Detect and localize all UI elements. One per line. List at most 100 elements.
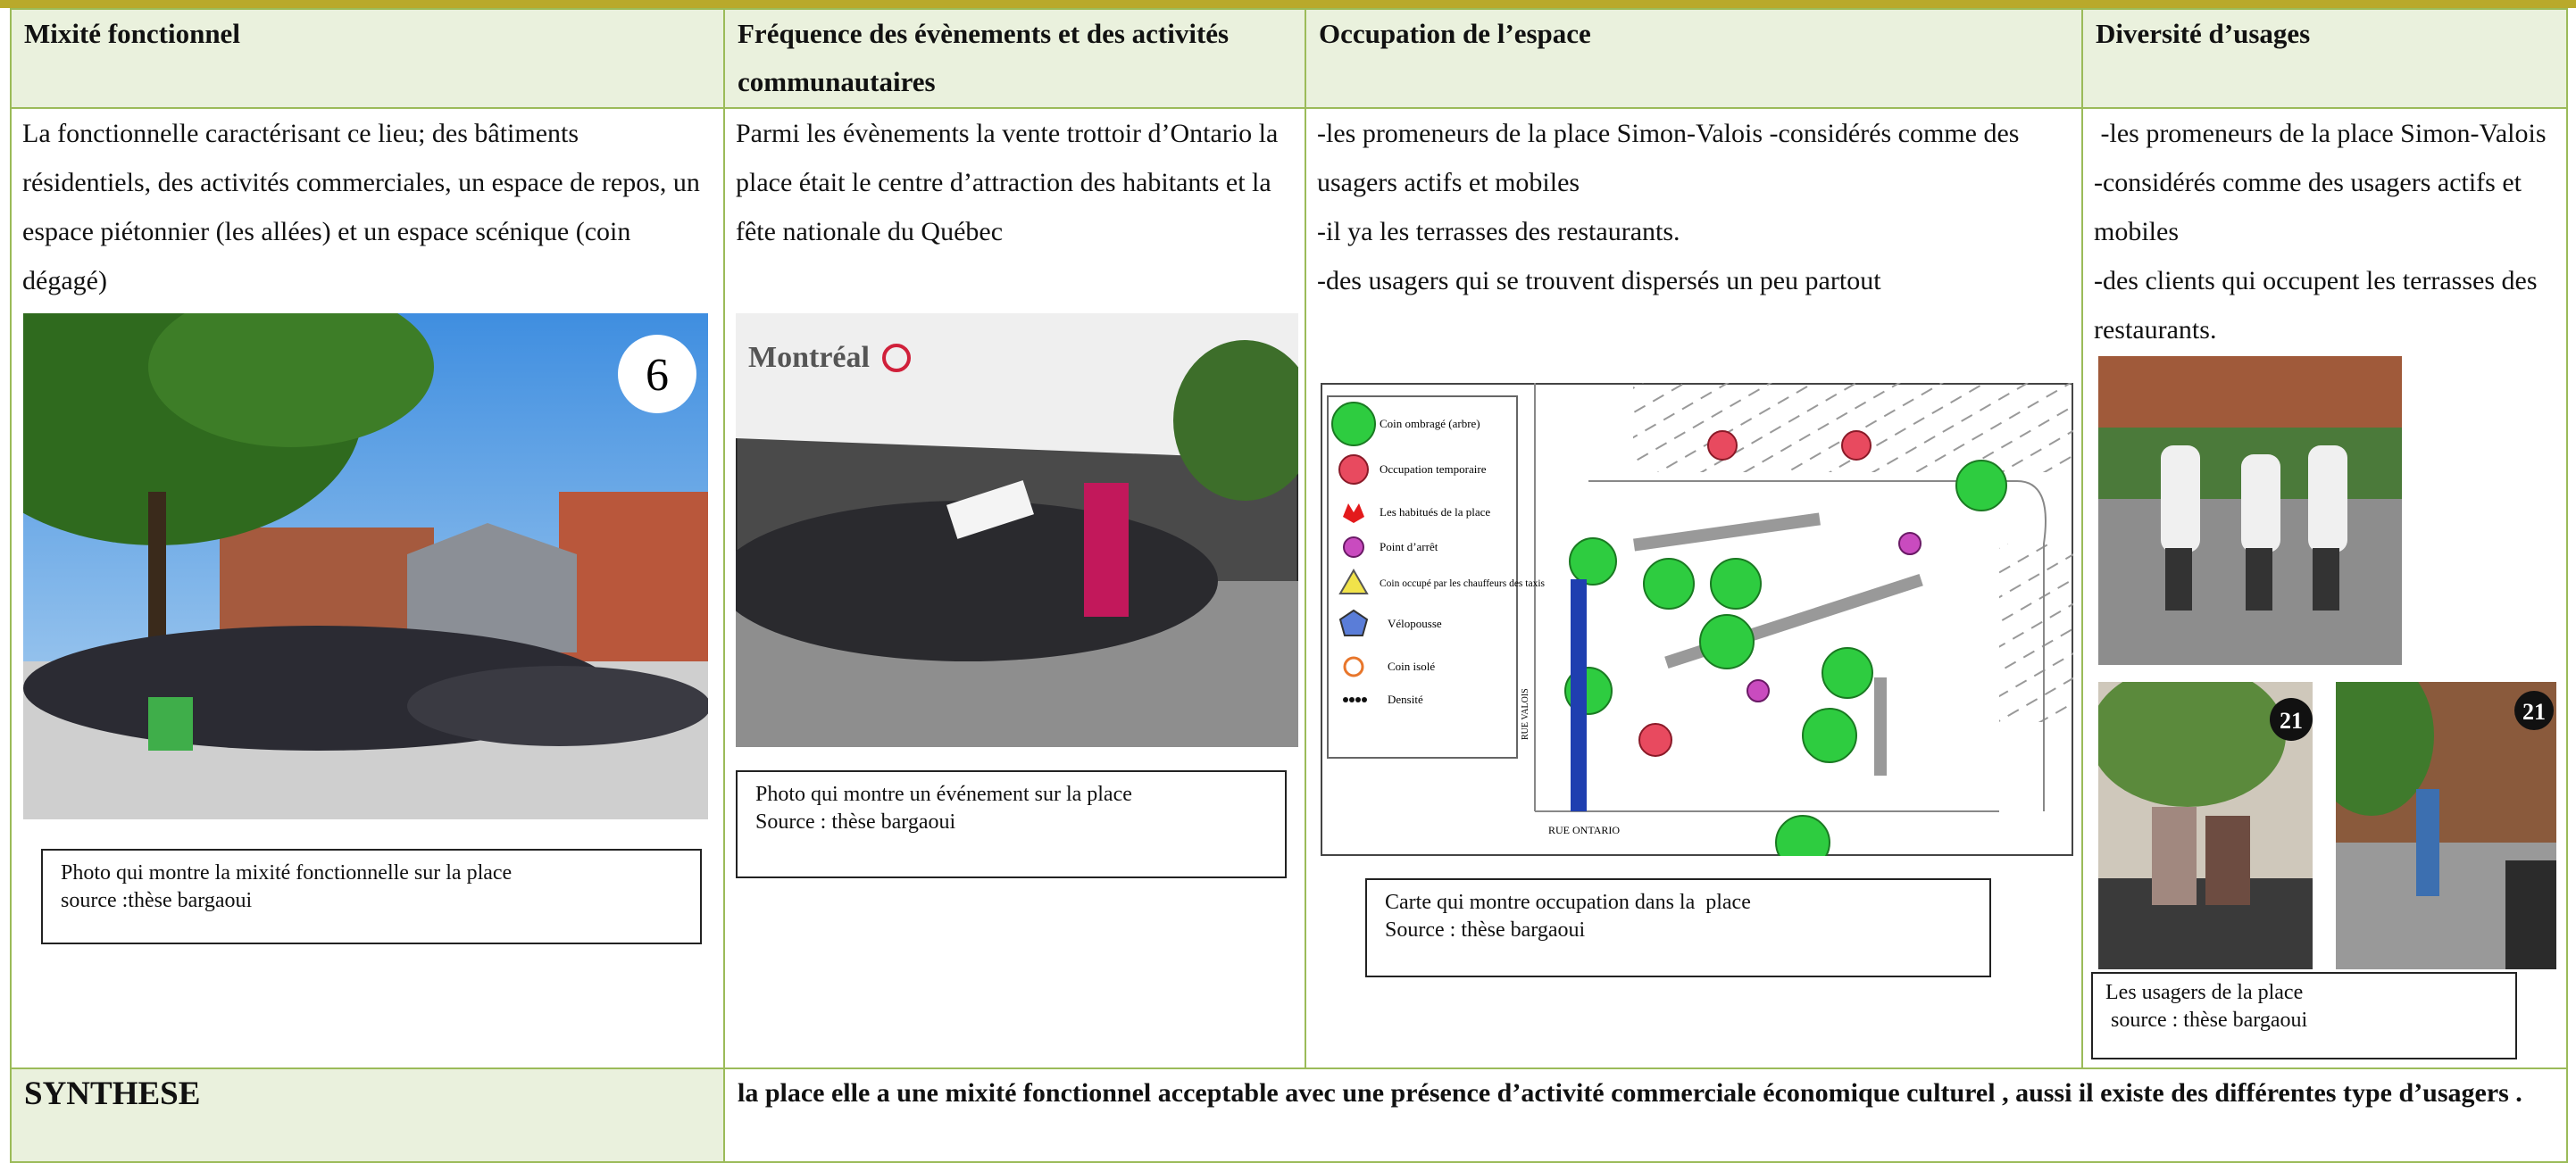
decoration — [1343, 503, 1364, 523]
decoration — [559, 492, 708, 661]
decoration — [1343, 656, 1364, 677]
decoration — [2505, 860, 2556, 969]
body-cell: Parmi les évènements la vente trottoir d… — [723, 107, 1306, 1069]
decoration — [618, 335, 696, 413]
photo-label: 6 — [646, 350, 669, 401]
cell-text: -les promeneurs de la place Simon-Valois… — [1317, 119, 2026, 197]
legend-text: Vélopousse — [1388, 617, 1442, 630]
decoration — [1338, 454, 1369, 485]
decoration — [1874, 677, 1887, 776]
decoration — [1343, 697, 1348, 702]
header-text: Fréquence des évènements et des activité… — [738, 18, 1230, 97]
top-bar — [0, 0, 2576, 8]
decoration — [2165, 548, 2339, 611]
map: Coin ombragé (arbre) Occupation temporai… — [1321, 383, 2073, 856]
decoration — [2098, 682, 2286, 807]
decoration — [2514, 691, 2554, 730]
caption-line: source : thèse bargaoui — [2105, 1009, 2308, 1032]
photo-label: 21 — [2522, 699, 2546, 725]
decoration — [148, 697, 193, 751]
decoration — [1775, 815, 1830, 856]
header-cell: Fréquence des évènements et des activité… — [723, 8, 1306, 109]
decoration — [148, 313, 434, 447]
decoration — [2161, 445, 2200, 552]
decoration — [2205, 816, 2250, 905]
decoration — [2098, 356, 2402, 428]
legend-text: Coin occupé par les chauffeurs des taxis — [1380, 578, 1546, 589]
decoration — [946, 480, 1034, 539]
decoration — [2313, 548, 2339, 611]
decoration — [1331, 402, 2007, 856]
decoration — [1084, 483, 1129, 617]
decoration — [2270, 698, 2313, 741]
decoration — [2416, 789, 2439, 896]
photo: 6 — [23, 313, 708, 819]
decoration — [1343, 536, 1364, 558]
caption: Photo qui montre la mixité fonctionnelle… — [41, 849, 702, 944]
caption-line: Photo qui montre la mixité fonctionnelle… — [61, 861, 513, 885]
photo: 21 — [2098, 682, 2313, 969]
cell-text: -il ya les terrasses des restaurants. — [1317, 217, 1680, 246]
decoration — [1633, 512, 1821, 552]
decoration — [2336, 682, 2434, 816]
caption-line: source :thèse bargaoui — [61, 889, 253, 912]
decoration — [1331, 402, 1376, 446]
decoration — [882, 344, 911, 372]
decoration — [1699, 614, 1755, 669]
header-text: Mixité fonctionnel — [24, 18, 240, 49]
decoration — [2241, 454, 2280, 552]
decoration — [1643, 558, 1695, 610]
caption: Les usagers de la place source : thèse b… — [2091, 972, 2517, 1059]
photo-label: 21 — [2280, 708, 2303, 734]
legend-text: Occupation temporaire — [1380, 462, 1487, 476]
header-cell: Occupation de l’espace — [1305, 8, 2083, 109]
decoration — [1338, 609, 1369, 636]
decoration — [1999, 544, 2073, 722]
header-text: Occupation de l’espace — [1319, 18, 1591, 49]
cell-text: Parmi les évènements la vente trottoir d… — [736, 119, 1285, 246]
decoration — [1571, 579, 1587, 811]
photo — [2098, 356, 2402, 665]
decoration — [1338, 568, 1369, 594]
cell-text: -des usagers qui se trouvent dispersés u… — [1317, 266, 1881, 295]
decoration — [148, 492, 166, 670]
caption-line: Source : thèse bargaoui — [755, 810, 956, 834]
decoration — [1747, 679, 1770, 702]
decoration — [1638, 723, 1672, 757]
decoration — [1841, 430, 1872, 461]
decoration — [1571, 579, 1587, 811]
decoration — [1355, 697, 1361, 702]
decoration — [1569, 537, 1617, 586]
decoration — [2165, 548, 2192, 611]
photo: 21 — [2336, 682, 2556, 969]
legend-text: Point d’arrêt — [1380, 540, 1438, 553]
decoration — [2152, 807, 2197, 905]
caption: Carte qui montre occupation dans la plac… — [1365, 878, 1991, 977]
decoration — [1710, 558, 1762, 610]
synthesis-label: SYNTHESE — [24, 1076, 201, 1112]
decoration — [1338, 430, 1872, 757]
decoration — [1349, 697, 1355, 702]
header-text: Diversité d’usages — [2096, 18, 2311, 49]
decoration — [736, 313, 1298, 456]
decoration — [407, 666, 708, 746]
decoration — [1534, 383, 2047, 812]
synthesis-text-cell: la place elle a une mixité fonctionnel a… — [723, 1067, 2568, 1163]
legend-text: Densité — [1388, 693, 1423, 706]
decoration: Coin ombragé (arbre) Occupation temporai… — [1380, 417, 1620, 836]
decoration — [1802, 708, 1857, 763]
decoration — [1898, 532, 1922, 555]
legend-text: Coin isolé — [1388, 660, 1435, 673]
body-cell: -les promeneurs de la place Simon-Valois… — [2081, 107, 2568, 1069]
caption-line: Source : thèse bargaoui — [1385, 918, 1586, 942]
decoration — [1822, 647, 1873, 699]
caption-line: Photo qui montre un événement sur la pla… — [755, 783, 1132, 806]
body-cell: La fonctionnelle caractérisant ce lieu; … — [10, 107, 725, 1069]
decoration — [1173, 340, 1298, 501]
street-label: RUE ONTARIO — [1548, 824, 1620, 836]
decoration — [2246, 548, 2272, 611]
decoration — [1707, 430, 1738, 461]
synthesis-text: la place elle a une mixité fonctionnel a… — [738, 1078, 2522, 1108]
decoration — [1955, 460, 2007, 511]
header-cell: Mixité fonctionnel — [10, 8, 725, 109]
